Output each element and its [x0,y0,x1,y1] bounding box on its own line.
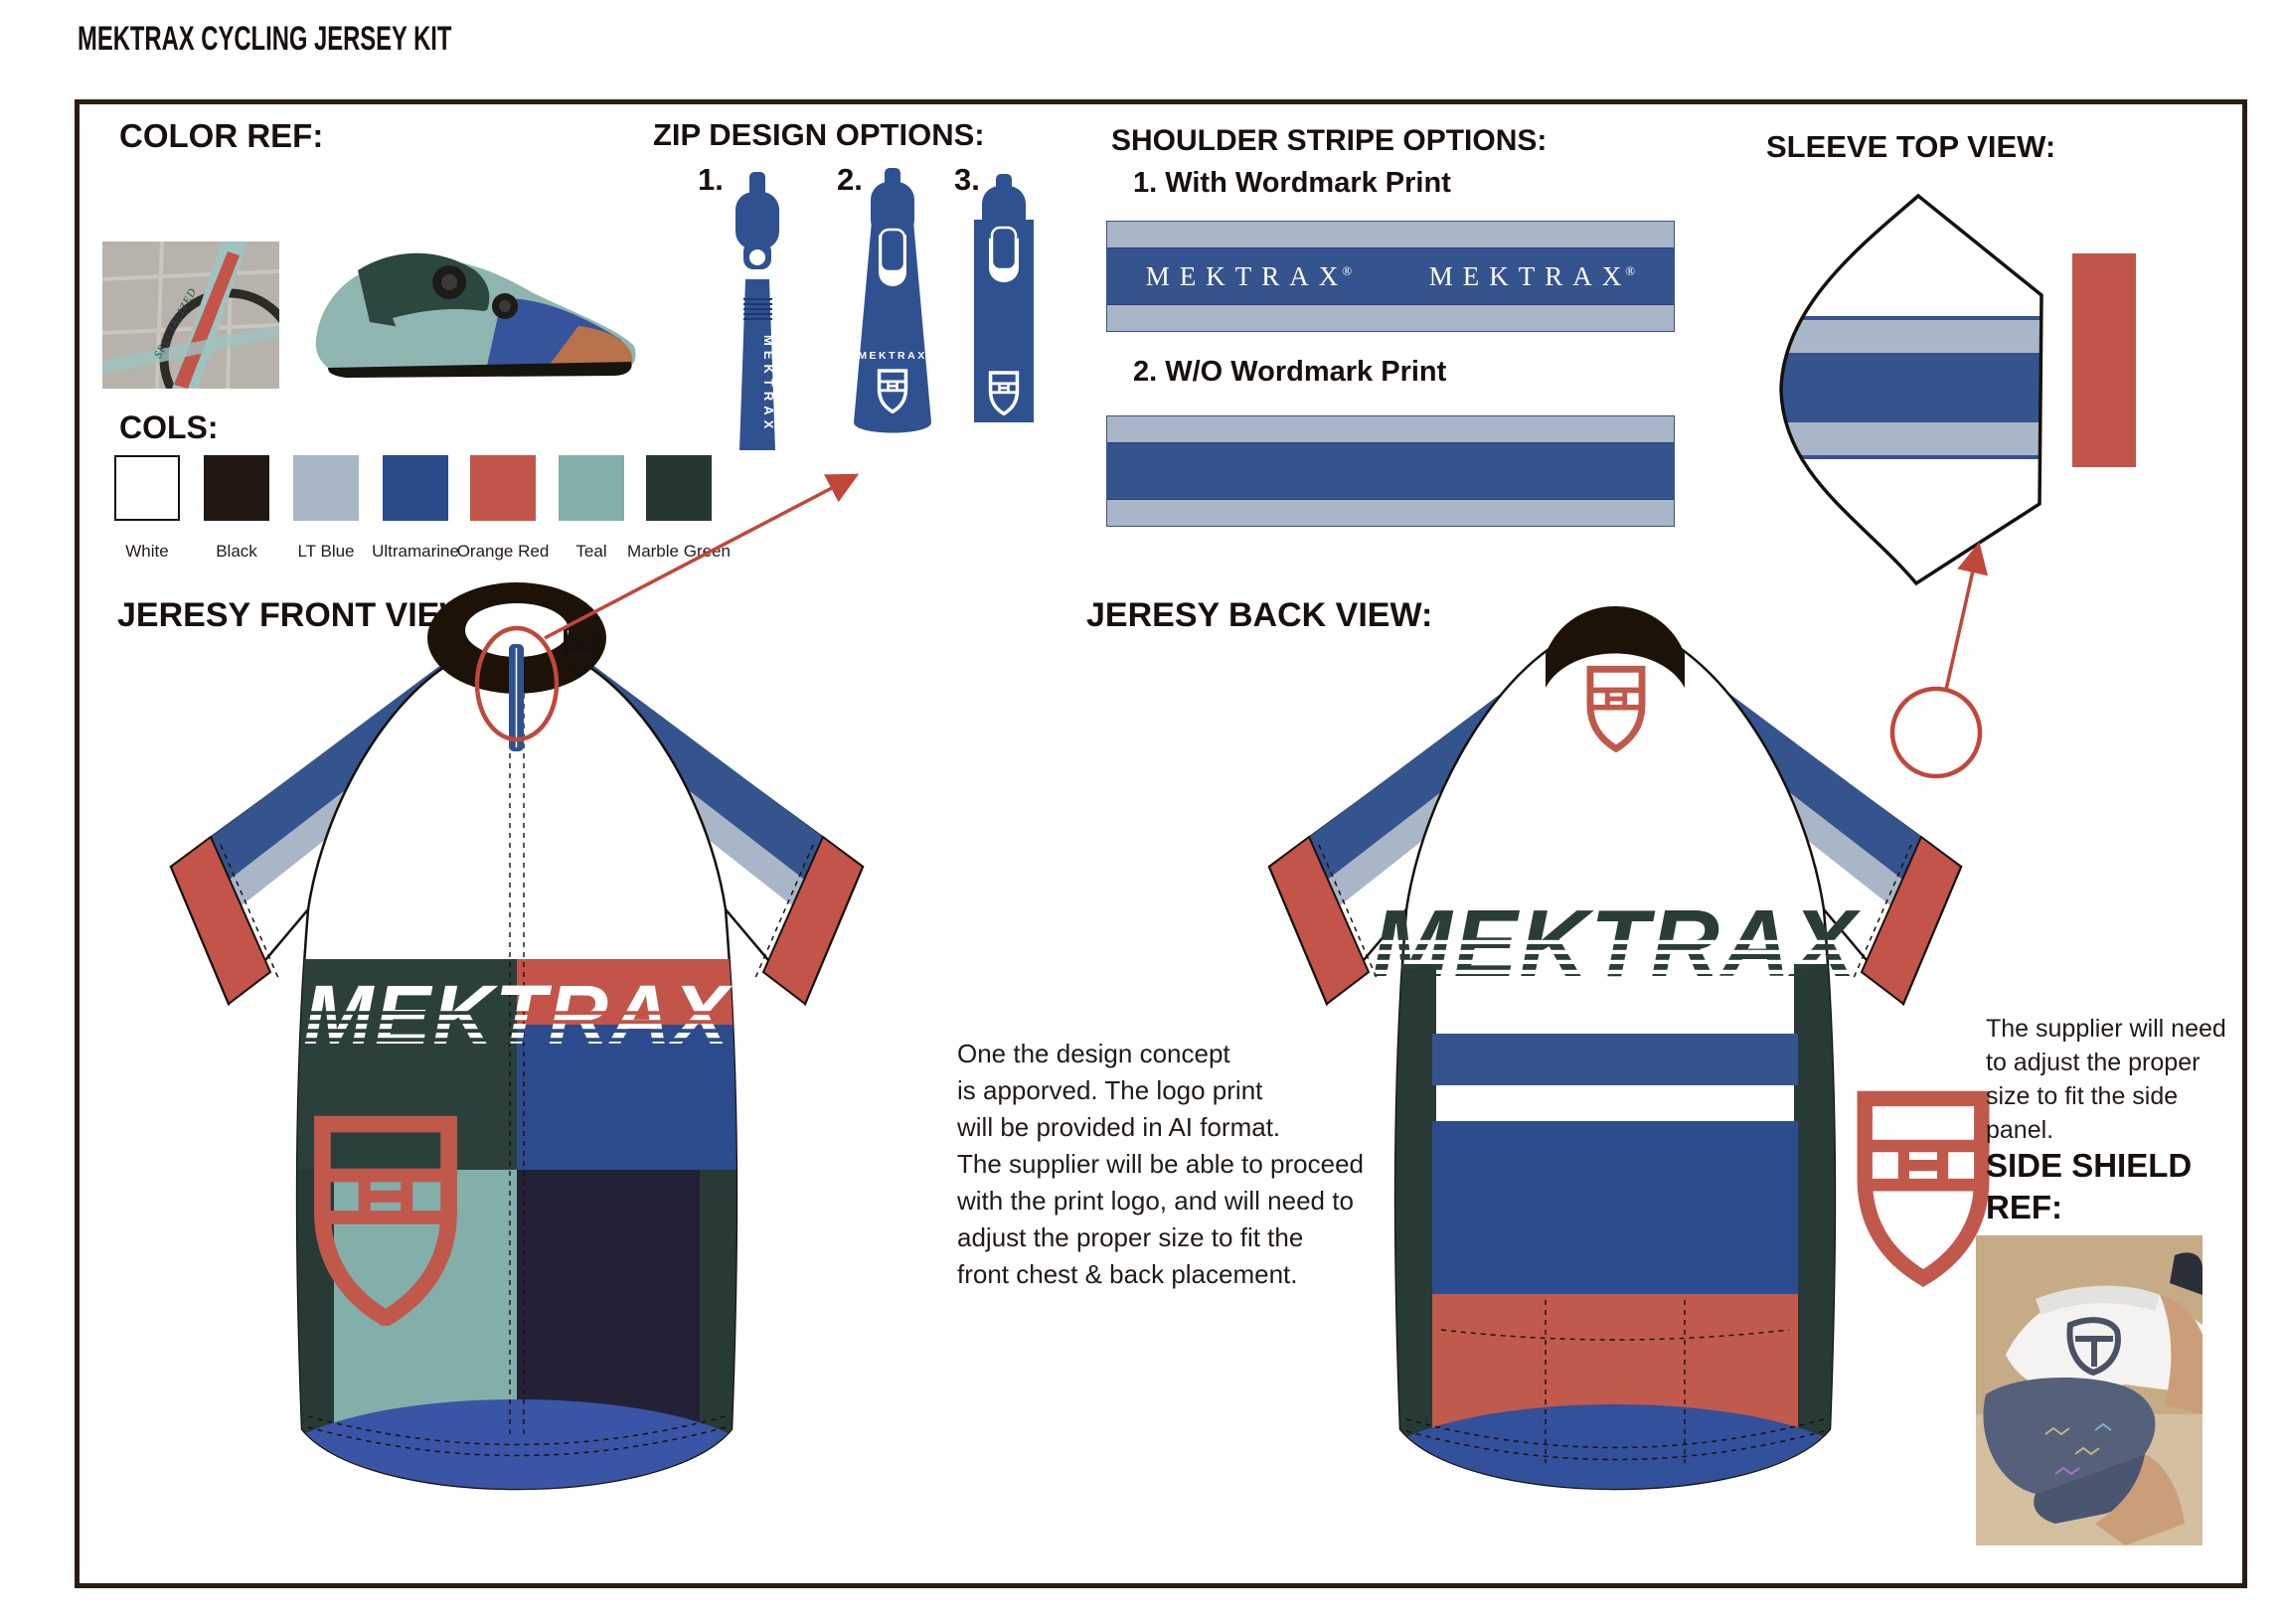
shoulder-stripe-without-wordmark [1106,415,1675,527]
swatch-label: Orange Red [456,542,550,561]
front-zipper-stitching [509,694,525,1439]
back-logo-wordmark: MEKTRAX MEKTRAX [1373,891,1862,997]
swatch-ultramarine [383,455,448,521]
stripe-ltblue-band [1107,305,1674,331]
sleeve-top-view-heading: SLEEVE TOP VIEW: [1766,129,2056,164]
swatch-label: White [125,542,169,561]
back-collar [1546,606,1685,688]
sleeve-cuff-color-block [2072,253,2136,467]
shoulder-stripe-with-wordmark: MEKTRAX® MEKTRAX® [1106,221,1675,332]
side-note-text: The supplier will need to adjust the pro… [1986,1015,2226,1144]
swatch-label: LT Blue [297,542,355,561]
swatch-lt-blue [293,455,359,521]
front-color-blocks [297,959,736,1489]
swatch-teal [559,455,624,521]
zip-pull-3 [974,174,1034,422]
shoulder-option-1-label: 1. With Wordmark Print [1133,167,1451,199]
shoulder-option-2-label: 2. W/O Wordmark Print [1133,356,1447,388]
stripe-wordmark: MEKTRAX® [1145,260,1353,291]
back-color-blocks [1395,964,1835,1489]
zip-design-options-drawing: MEKTRAX MEKTRAX [735,168,1034,450]
svg-text:MEKTRAX: MEKTRAX [303,968,733,1061]
svg-text:MEKTRAX: MEKTRAX [303,968,733,1061]
sleeve-outline [1779,193,2043,586]
zip-option-1-number: 1. [698,162,724,197]
stripe-ultramarine-band: MEKTRAX® MEKTRAX® [1107,247,1674,305]
swatch-label: Marble Green [627,542,731,561]
swatch-orange-red [470,455,536,521]
jersey-front-drawing: MEKTRAX MEKTRAX [169,582,865,1491]
front-view-heading: JERESY FRONT VIEW: [117,596,483,634]
svg-text:MEKTRAX: MEKTRAX [858,350,926,362]
swatch-black [204,455,269,521]
svg-text:MEKTRAX: MEKTRAX [761,335,776,433]
center-note-text: One the design concept is apporved. The … [957,1039,1365,1289]
shoulder-stripe-heading: SHOULDER STRIPE OPTIONS: [1111,124,1548,157]
bike-reference-photo: SPECIALIZED [102,242,279,389]
stripe-ltblue-band [1107,500,1674,526]
shoe-reference-photo [298,219,648,390]
color-ref-heading: COLOR REF: [119,117,324,154]
page-title: MEKTRAX CYCLING JERSEY KIT [78,20,452,58]
side-shield-reference-photo [1976,1235,2203,1545]
stripe-wordmark: MEKTRAX® [1428,260,1636,291]
stripe-ltblue-band [1107,222,1674,247]
svg-text:MEKTRAX: MEKTRAX [1373,891,1862,997]
zip-pull-2: MEKTRAX [854,168,931,433]
back-side-shield-logo [1865,1098,1982,1278]
sleeve-top-view-drawing [1779,193,2136,586]
swatch-white [114,455,180,521]
swatch-label: Ultramarine [372,542,459,561]
front-logo-wordmark: MEKTRAX MEKTRAX [303,968,733,1061]
jersey-back-drawing: MEKTRAX MEKTRAX [1267,606,2013,1491]
back-pocket-stitching [1440,1300,1790,1463]
zip-option-2-number: 2. [837,162,863,197]
side-shield-ref-heading: SIDE SHIELD REF: [1986,1147,2193,1225]
back-view-heading: JERESY BACK VIEW: [1086,596,1433,634]
sheet-border [75,99,2247,1588]
stripe-ltblue-band [1107,416,1674,442]
zip-options-heading: ZIP DESIGN OPTIONS: [653,117,985,152]
stripe-ultramarine-band [1107,442,1674,500]
svg-text:MEKTRAX: MEKTRAX [1373,891,1862,997]
zip-pull-1: MEKTRAX [735,172,779,450]
cols-heading: COLS: [119,409,219,445]
zip-option-3-number: 3. [954,162,980,197]
swatch-label: Black [216,542,257,561]
